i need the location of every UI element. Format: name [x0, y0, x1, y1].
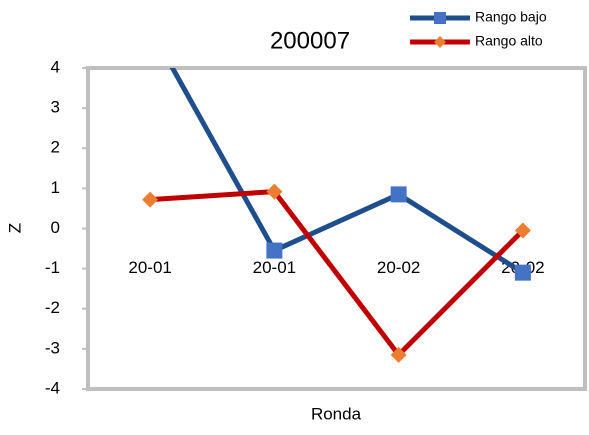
legend-label: Rango alto [475, 33, 543, 49]
y-tick-label: 1 [51, 178, 60, 197]
legend-marker [434, 12, 446, 24]
x-tick-label: 20-02 [377, 258, 420, 277]
y-tick-label: -3 [45, 338, 60, 357]
marker [514, 222, 531, 239]
x-tick-label: 20-01 [253, 258, 296, 277]
y-tick-label: 0 [51, 218, 60, 237]
y-tick-label: -4 [45, 378, 60, 397]
chart-title: 200007 [270, 27, 350, 54]
marker [142, 191, 159, 208]
marker [142, 20, 158, 36]
marker [514, 264, 531, 281]
marker [266, 183, 283, 200]
legend-label: Rango bajo [475, 9, 547, 25]
legend-marker [434, 36, 446, 48]
x-axis-label: Ronda [311, 404, 362, 423]
y-tick-label: -1 [45, 258, 60, 277]
plot-frame [86, 66, 587, 391]
series [142, 183, 531, 363]
y-tick-label: 2 [51, 138, 60, 157]
y-tick-label: 3 [51, 98, 60, 117]
marker [390, 186, 407, 203]
series-line [169, 68, 525, 275]
y-tick-label: -2 [45, 298, 60, 317]
y-tick-label: 4 [51, 57, 60, 76]
y-axis-label: Z [5, 223, 24, 233]
series-line [149, 189, 525, 358]
x-tick-label: 20-01 [128, 258, 171, 277]
marker [266, 242, 283, 259]
series [142, 20, 531, 281]
marker [390, 346, 407, 363]
